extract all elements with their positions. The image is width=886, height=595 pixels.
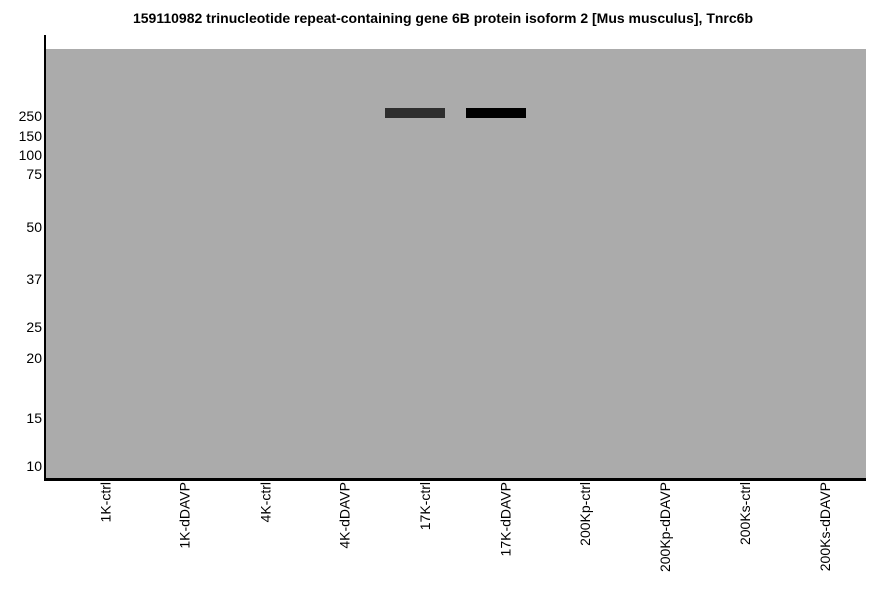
x-axis-label-200Ks-dDAVP: 200Ks-dDAVP: [817, 482, 833, 572]
x-axis-label-1K-ctrl: 1K-ctrl: [97, 482, 113, 523]
gel-plot-area: [46, 49, 866, 478]
y-axis-label-250: 250: [18, 108, 42, 124]
x-axis-label-200Ks-ctrl: 200Ks-ctrl: [737, 482, 753, 546]
x-axis-label-200Kp-dDAVP: 200Kp-dDAVP: [657, 482, 673, 573]
figure-title: 159110982 trinucleotide repeat-containin…: [132, 10, 754, 26]
x-axis-label-17K-dDAVP: 17K-dDAVP: [497, 482, 513, 557]
y-axis-label-75: 75: [26, 166, 42, 182]
x-axis-label-200Kp-ctrl: 200Kp-ctrl: [577, 482, 593, 546]
y-axis-label-37: 37: [26, 271, 42, 287]
y-axis-label-10: 10: [26, 458, 42, 474]
y-axis-line: [44, 35, 46, 481]
y-axis-label-100: 100: [18, 147, 42, 163]
x-axis-line: [44, 478, 866, 481]
protein-band-17K-dDAVP: [466, 108, 526, 118]
y-axis-label-15: 15: [26, 410, 42, 426]
x-axis-label-1K-dDAVP: 1K-dDAVP: [177, 482, 193, 549]
x-axis-label-4K-ctrl: 4K-ctrl: [257, 482, 273, 523]
protein-band-17K-ctrl: [385, 108, 445, 118]
y-axis-label-20: 20: [26, 350, 42, 366]
y-axis-label-150: 150: [18, 128, 42, 144]
y-axis-label-50: 50: [26, 219, 42, 235]
y-axis-label-25: 25: [26, 319, 42, 335]
x-axis-label-17K-ctrl: 17K-ctrl: [417, 482, 433, 531]
x-axis-label-4K-dDAVP: 4K-dDAVP: [337, 482, 353, 549]
